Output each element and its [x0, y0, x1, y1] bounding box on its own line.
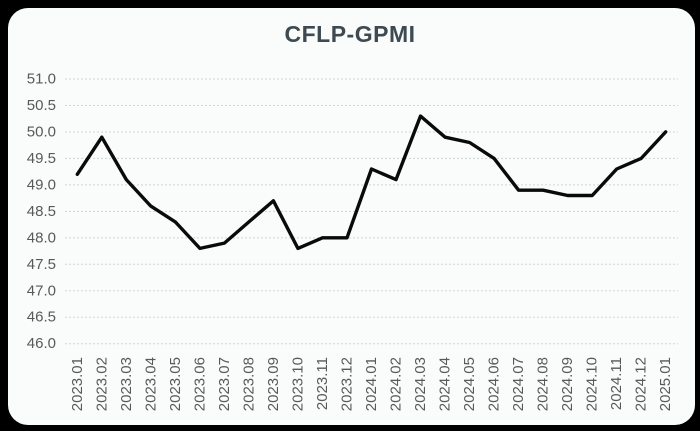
x-axis-tick-label: 2023.12 [338, 357, 355, 411]
x-axis-tick-label: 2023.05 [167, 357, 184, 411]
x-axis-tick-label: 2023.11 [314, 357, 331, 410]
x-axis-tick-label: 2024.01 [363, 357, 380, 411]
y-axis-tick-label: 46.5 [27, 309, 56, 326]
x-axis-tick-label: 2024.04 [437, 357, 454, 411]
y-axis-tick-label: 51.0 [27, 71, 56, 88]
y-axis-tick-label: 50.5 [27, 97, 56, 114]
x-axis-tick-label: 2023.01 [69, 357, 86, 411]
x-axis-tick-label: 2024.11 [608, 357, 625, 410]
x-axis-tick-label: 2024.10 [584, 357, 601, 411]
y-axis-tick-label: 48.0 [27, 229, 56, 246]
chart-title: CFLP-GPMI [284, 21, 416, 47]
y-axis-tick-label: 46.0 [27, 335, 56, 352]
x-axis-tick-label: 2024.06 [486, 357, 503, 411]
x-axis-tick-label: 2024.09 [559, 357, 576, 411]
x-axis-tick-label: 2023.07 [216, 357, 233, 411]
x-axis-tick-label: 2025.01 [657, 357, 674, 411]
x-axis-tick-label: 2023.06 [191, 357, 208, 411]
y-axis-tick-label: 50.0 [27, 123, 56, 140]
x-axis-tick-label: 2024.07 [510, 357, 527, 411]
x-axis-tick-label: 2024.12 [633, 357, 650, 411]
y-axis-tick-label: 48.5 [27, 203, 56, 220]
x-axis-tick-label: 2024.03 [412, 357, 429, 411]
y-axis-tick-label: 47.5 [27, 256, 56, 273]
y-axis-tick-label: 49.5 [27, 150, 56, 167]
y-axis-tick-label: 47.0 [27, 282, 56, 299]
x-axis-tick-label: 2023.08 [240, 357, 257, 411]
x-axis-tick-label: 2023.10 [289, 357, 306, 411]
x-axis-tick-label: 2023.04 [142, 357, 159, 411]
chart-card [8, 8, 695, 425]
x-axis-tick-label: 2024.05 [461, 357, 478, 411]
x-axis-tick-label: 2024.02 [388, 357, 405, 411]
x-axis-tick-label: 2023.02 [93, 357, 110, 411]
gpmi-line-series [75, 114, 668, 251]
x-axis-tick-label: 2023.03 [118, 357, 135, 411]
y-axis-tick-label: 49.0 [27, 176, 56, 193]
x-axis-tick-label: 2024.08 [535, 357, 552, 411]
x-axis-tick-label: 2023.09 [265, 357, 282, 411]
